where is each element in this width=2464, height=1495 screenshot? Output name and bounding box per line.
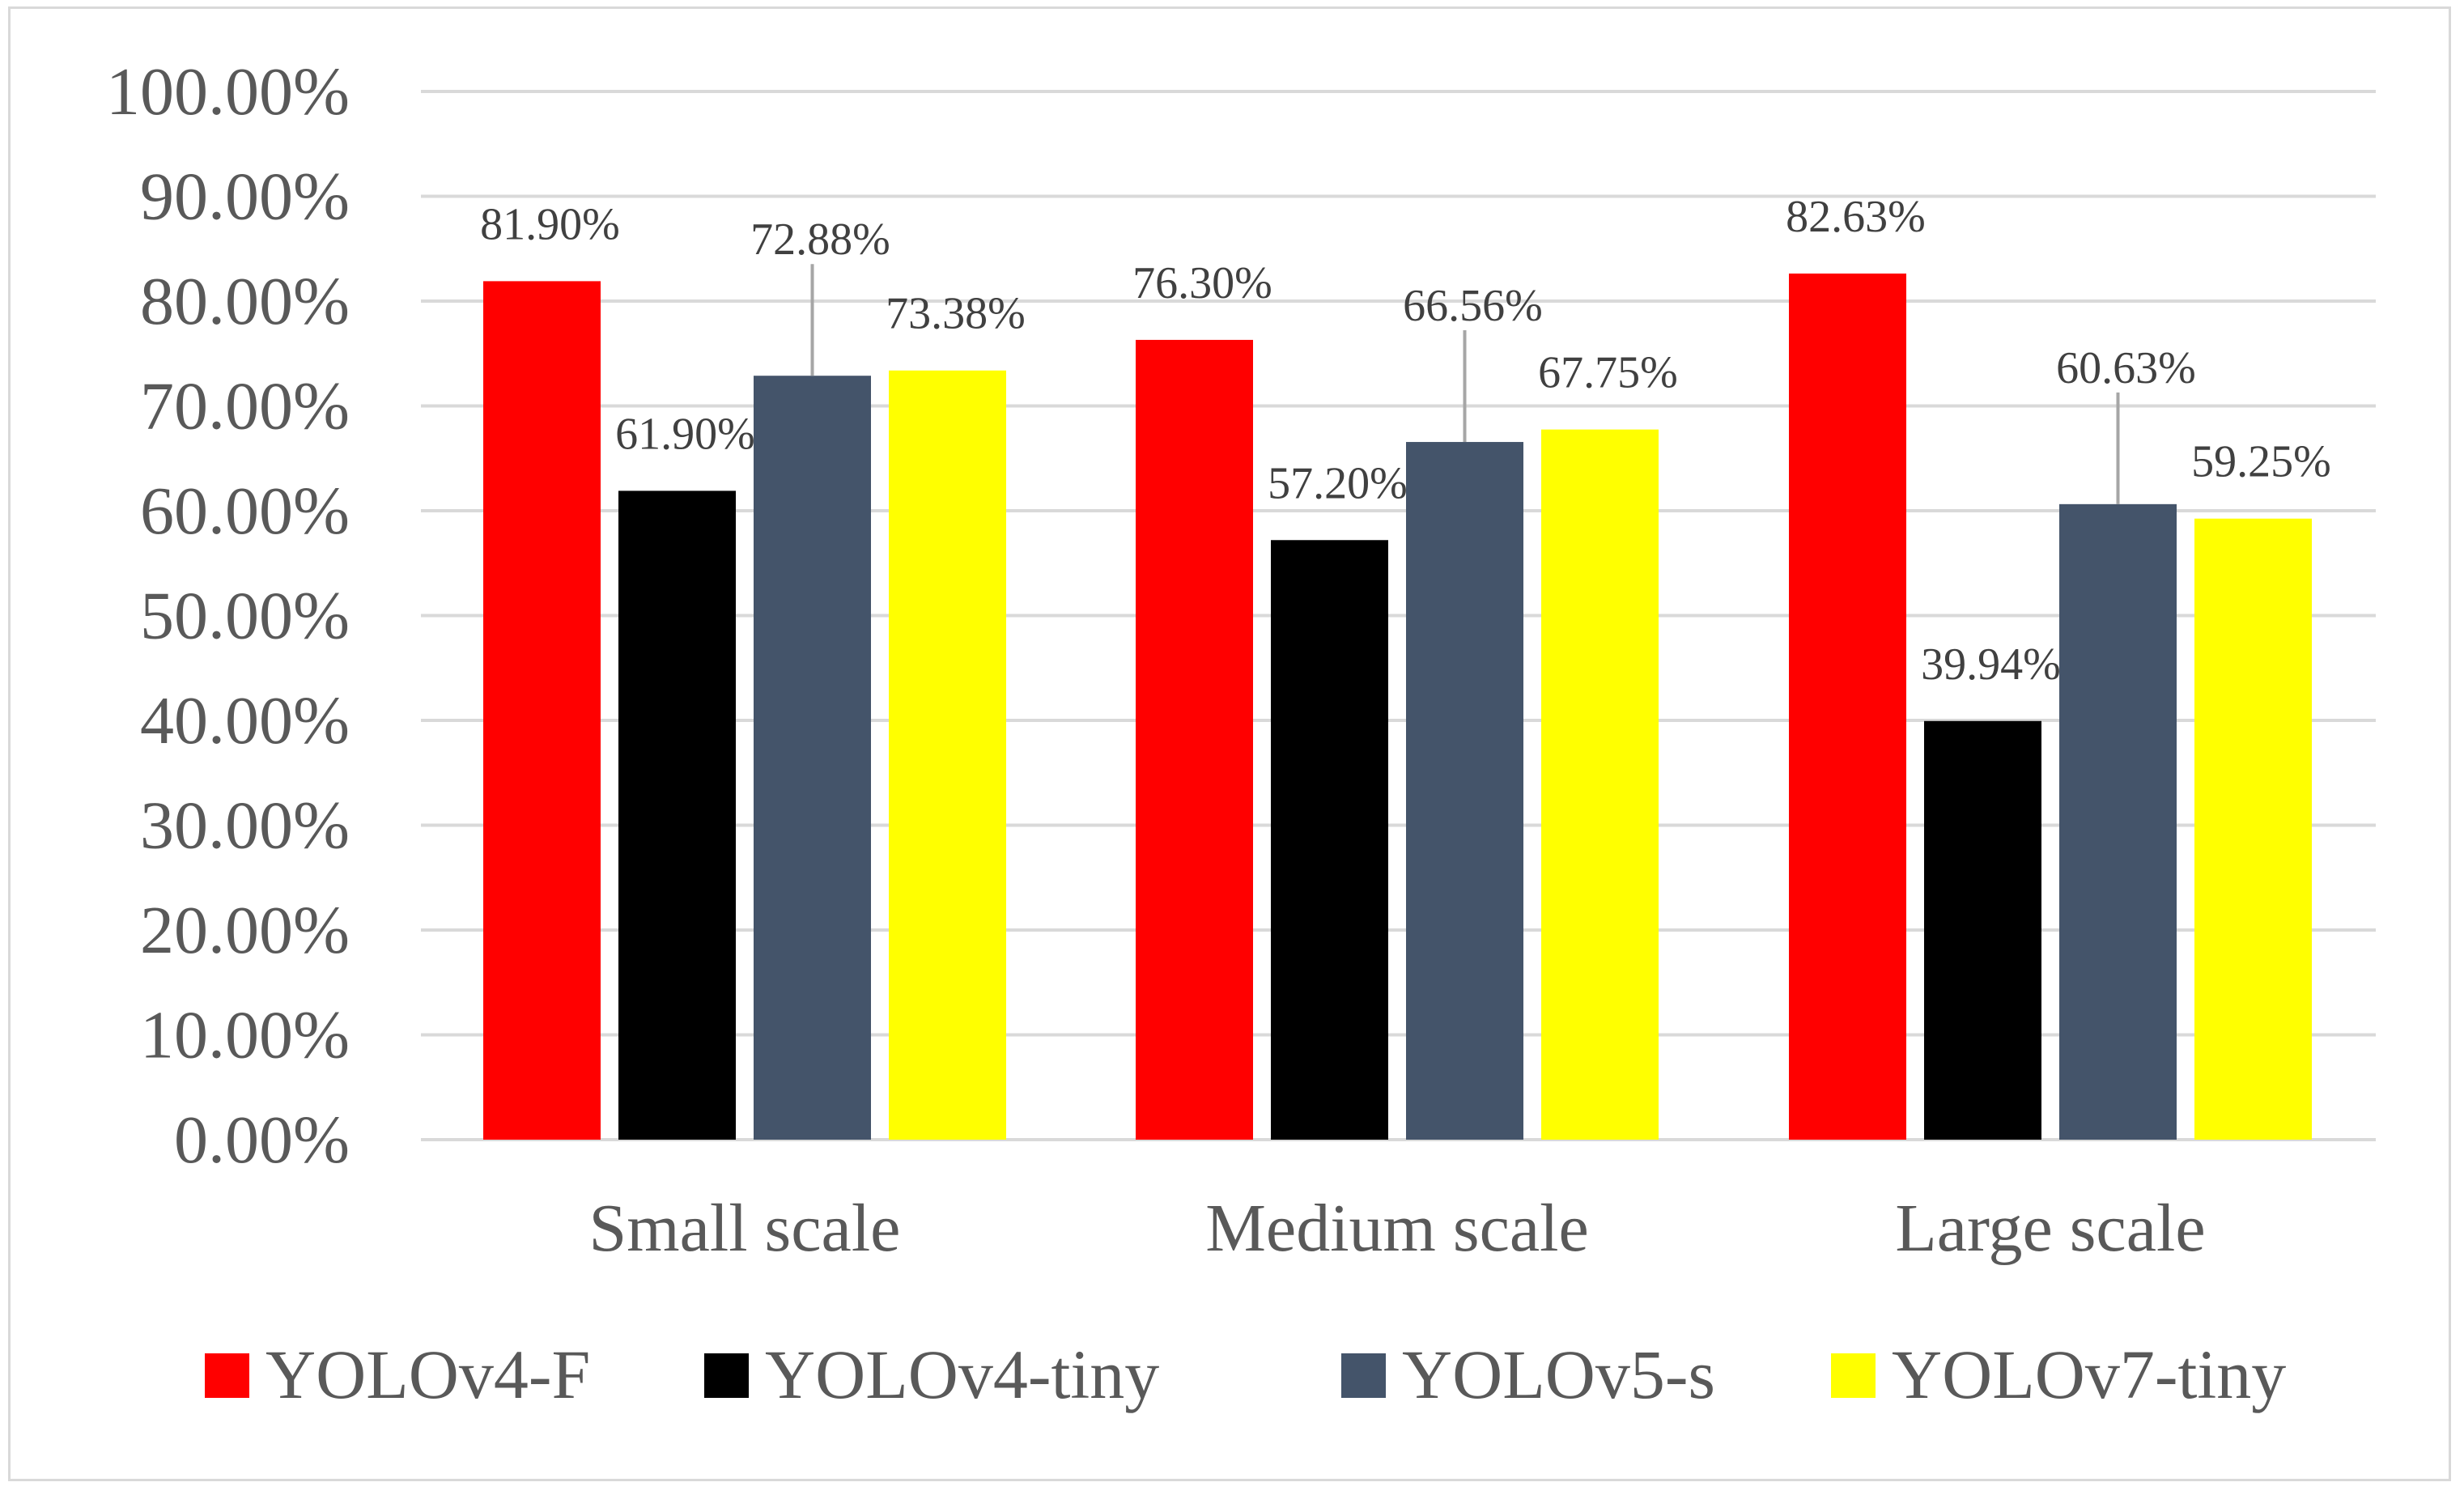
data-label: 57.20% <box>1268 458 1408 508</box>
bar <box>1789 273 1906 1140</box>
legend-swatch <box>1341 1353 1386 1398</box>
bar <box>483 281 601 1140</box>
y-tick-label: 0.00% <box>174 1102 350 1178</box>
legend-swatch <box>704 1353 749 1398</box>
y-tick-label: 100.00% <box>106 54 350 130</box>
data-label: 81.90% <box>480 199 620 249</box>
bar <box>1271 540 1388 1140</box>
bar <box>754 376 871 1140</box>
legend-swatch <box>1831 1353 1876 1398</box>
legend-label: YOLOv4-F <box>266 1336 590 1413</box>
x-axis: Small scale Medium scale Large scale <box>589 1191 2206 1266</box>
legend-item: YOLOv4-tiny <box>704 1336 1159 1413</box>
bar <box>618 491 736 1140</box>
y-tick-label: 20.00% <box>140 893 350 968</box>
y-tick-label: 40.00% <box>140 683 350 758</box>
gridlines <box>421 90 2376 1141</box>
y-tick-label: 30.00% <box>140 788 350 864</box>
legend-label: YOLOv7-tiny <box>1892 1336 2286 1413</box>
bar <box>2194 518 2312 1140</box>
y-axis: 0.00% 10.00% 20.00% 30.00% 40.00% 50.00% 60.00… <box>106 54 350 1178</box>
data-label-leader-lines <box>810 264 2120 504</box>
data-label: 66.56% <box>1403 281 1543 331</box>
x-category-label: Large scale <box>1895 1191 2205 1266</box>
legend-swatch <box>205 1353 249 1398</box>
data-label: 72.88% <box>750 214 890 265</box>
legend-item: YOLOv5-s <box>1341 1336 1715 1413</box>
x-category-label: Small scale <box>589 1191 901 1266</box>
data-label: 67.75% <box>1538 348 1678 398</box>
data-labels: 81.90% 76.30% 82.63% 61.90% 57.20% 39.94% 72.8… <box>480 192 2331 690</box>
y-tick-label: 80.00% <box>140 264 350 339</box>
y-tick-label: 70.00% <box>140 369 350 444</box>
legend-item: YOLOv4-F <box>205 1336 590 1413</box>
bar <box>889 370 1006 1140</box>
y-tick-label: 10.00% <box>140 998 350 1073</box>
bar <box>1541 429 1659 1140</box>
data-label: 82.63% <box>1786 192 1926 242</box>
data-label: 59.25% <box>2191 437 2331 487</box>
bar <box>1406 442 1523 1140</box>
legend-label: YOLOv5-s <box>1402 1336 1715 1413</box>
legend: YOLOv4-F YOLOv4-tiny YOLOv5-s YOLOv7-tiny <box>205 1336 2286 1413</box>
data-label: 76.30% <box>1132 258 1272 308</box>
data-label: 39.94% <box>1921 639 2061 690</box>
data-label: 61.90% <box>615 409 755 459</box>
x-category-label: Medium scale <box>1205 1191 1589 1266</box>
legend-label: YOLOv4-tiny <box>765 1336 1159 1413</box>
bars <box>483 273 2312 1140</box>
y-tick-label: 90.00% <box>140 159 350 235</box>
y-tick-label: 50.00% <box>140 579 350 654</box>
y-tick-label: 60.00% <box>140 474 350 549</box>
bar <box>2059 503 2177 1140</box>
data-label: 60.63% <box>2056 343 2196 393</box>
legend-item: YOLOv7-tiny <box>1831 1336 2286 1413</box>
bar <box>1136 339 1253 1140</box>
data-label: 73.38% <box>886 289 1026 339</box>
bar <box>1924 720 2041 1140</box>
